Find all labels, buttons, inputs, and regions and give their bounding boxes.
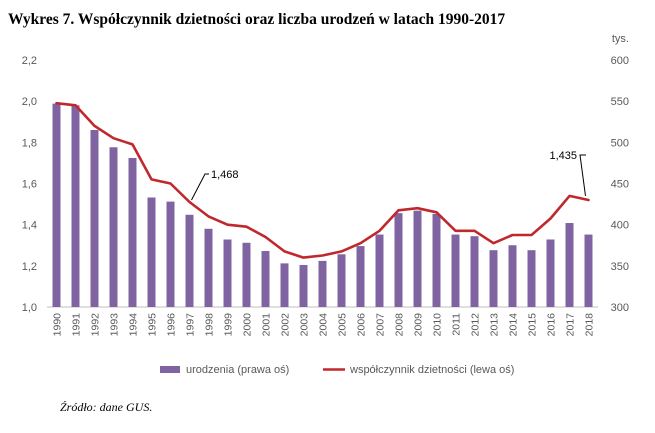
bar	[223, 239, 232, 307]
bar	[280, 263, 289, 307]
left-tick-label: 1,6	[22, 179, 37, 191]
x-tick-label: 1998	[204, 313, 216, 337]
x-tick-label: 2000	[242, 313, 254, 337]
bar	[337, 254, 346, 307]
bar	[356, 246, 365, 307]
right-tick-label: 500	[611, 137, 629, 149]
x-tick-label: 1996	[166, 313, 178, 337]
bar	[52, 103, 61, 308]
x-tick-label: 2005	[337, 313, 349, 337]
bar	[451, 234, 460, 307]
left-tick-label: 1,0	[22, 302, 37, 314]
bar	[470, 236, 479, 307]
x-tick-label: 1991	[71, 313, 83, 337]
legend-bar-label: urodzenia (prawa oś)	[186, 364, 289, 376]
x-tick-label: 2008	[394, 313, 406, 337]
x-tick-label: 2018	[584, 313, 596, 337]
bar	[318, 260, 327, 307]
x-tick-label: 1992	[90, 313, 102, 337]
x-tick-label: 1990	[52, 313, 64, 337]
bar	[204, 228, 213, 307]
x-tick-label: 2012	[470, 313, 482, 337]
x-tick-label: 2002	[280, 313, 292, 337]
bar	[166, 201, 175, 307]
bar	[584, 234, 593, 307]
chart-title: Wykres 7. Współczynnik dzietności oraz l…	[8, 11, 506, 28]
bar	[71, 105, 80, 308]
right-tick-label: 550	[611, 96, 629, 108]
x-tick-label: 2016	[546, 313, 558, 337]
x-tick-label: 2015	[527, 313, 539, 337]
legend-line-label: współczynnik dzietności (lewa oś)	[349, 364, 514, 376]
bar	[299, 265, 308, 307]
annotation-leader	[191, 173, 209, 201]
right-axis-unit: tys.	[612, 33, 629, 45]
source-note: Źródło: dane GUS.	[60, 400, 153, 414]
right-tick-label: 300	[611, 302, 629, 314]
bar	[261, 251, 270, 307]
x-tick-label: 2007	[375, 313, 387, 337]
bar	[394, 213, 403, 307]
annotation-label: 1,435	[549, 150, 577, 162]
right-tick-label: 350	[611, 261, 629, 273]
annotation-leader	[579, 154, 586, 197]
x-tick-label: 2003	[299, 313, 311, 337]
right-tick-label: 400	[611, 220, 629, 232]
left-tick-label: 2,2	[22, 55, 37, 67]
right-tick-label: 600	[611, 55, 629, 67]
x-tick-label: 2011	[451, 313, 463, 336]
x-tick-label: 1993	[109, 313, 121, 337]
x-tick-label: 2010	[432, 313, 444, 337]
x-tick-label: 1995	[147, 313, 159, 337]
left-tick-label: 1,2	[22, 261, 37, 273]
x-tick-label: 2014	[508, 313, 520, 337]
bar	[413, 210, 422, 307]
bar	[432, 213, 441, 307]
bar	[546, 239, 555, 307]
bar	[527, 250, 536, 307]
bar	[109, 147, 118, 307]
x-tick-label: 2006	[356, 313, 368, 337]
left-tick-label: 1,8	[22, 137, 37, 149]
legend-bar-swatch	[160, 366, 180, 373]
left-tick-label: 2,0	[22, 96, 37, 108]
x-tick-label: 1999	[223, 313, 235, 337]
bar	[375, 234, 384, 307]
x-tick-label: 2013	[489, 313, 501, 337]
x-tick-label: 2009	[413, 313, 425, 337]
line-series	[55, 101, 590, 259]
x-tick-label: 2001	[261, 313, 273, 337]
bar	[147, 197, 156, 307]
bar	[185, 214, 194, 307]
x-tick-label: 1994	[128, 313, 140, 337]
x-tick-label: 2004	[318, 313, 330, 337]
annotation-label: 1,468	[211, 169, 239, 181]
bar	[242, 242, 251, 307]
x-tick-label: 1997	[185, 313, 197, 337]
left-tick-label: 1,4	[22, 220, 37, 232]
bar	[489, 250, 498, 307]
bar	[508, 245, 517, 307]
x-tick-label: 2017	[565, 313, 577, 337]
bar	[565, 223, 574, 307]
bar	[90, 129, 99, 307]
bar	[128, 157, 137, 307]
right-tick-label: 450	[611, 179, 629, 191]
